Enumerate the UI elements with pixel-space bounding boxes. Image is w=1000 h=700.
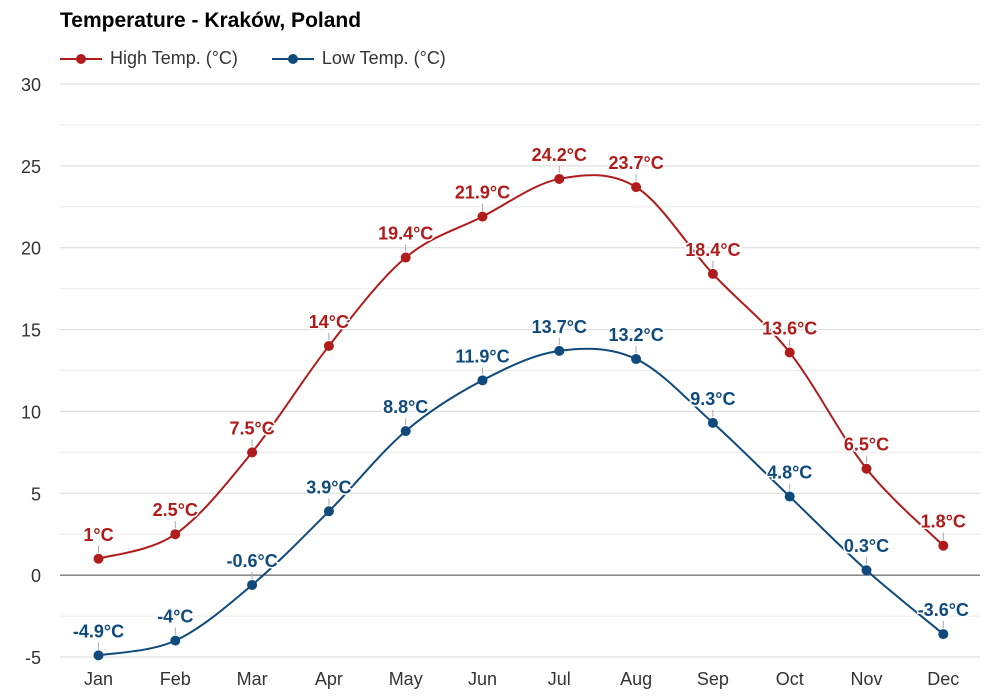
- data-label-high: 13.6°C: [762, 318, 817, 338]
- x-tick-label: Dec: [927, 669, 959, 689]
- data-point-low: [707, 417, 718, 428]
- x-tick-label: Nov: [850, 669, 882, 689]
- data-label-high: 24.2°C: [532, 145, 587, 165]
- x-tick-label: Jan: [84, 669, 113, 689]
- data-point-high: [554, 173, 565, 184]
- data-label-high: 1°C: [83, 525, 113, 545]
- data-point-high: [707, 268, 718, 279]
- data-label-high: 19.4°C: [378, 224, 433, 244]
- chart-legend: High Temp. (°C) Low Temp. (°C): [60, 48, 480, 69]
- data-point-low: [938, 629, 949, 640]
- data-label-high: 7.5°C: [229, 418, 274, 438]
- x-tick-label: Feb: [160, 669, 191, 689]
- y-tick-label: 15: [21, 321, 41, 341]
- x-tick-label: Apr: [315, 669, 343, 689]
- data-point-low: [170, 635, 181, 646]
- data-point-high: [247, 447, 258, 458]
- data-point-low: [400, 426, 411, 437]
- x-tick-label: Mar: [237, 669, 268, 689]
- data-point-low: [93, 650, 104, 661]
- data-point-high: [400, 252, 411, 263]
- data-label-high: 14°C: [309, 312, 349, 332]
- y-tick-label: 5: [31, 484, 41, 504]
- data-label-low: -4°C: [157, 607, 193, 627]
- x-tick-label: May: [389, 669, 423, 689]
- data-point-high: [323, 340, 334, 351]
- data-point-high: [477, 211, 488, 222]
- data-label-low: 11.9°C: [455, 346, 509, 366]
- y-tick-label: 25: [21, 157, 41, 177]
- legend-label-high: High Temp. (°C): [110, 48, 238, 68]
- data-label-low: 9.3°C: [690, 389, 735, 409]
- y-tick-label: 10: [21, 402, 41, 422]
- legend-swatch-high: [60, 53, 102, 64]
- legend-item-low[interactable]: Low Temp. (°C): [271, 48, 446, 69]
- series-line-high: [98, 174, 945, 560]
- data-label-low: 13.2°C: [608, 325, 663, 345]
- x-tick-label: Jun: [468, 669, 497, 689]
- data-point-low: [631, 354, 642, 365]
- y-tick-label: -5: [25, 648, 41, 668]
- x-tick-label: Aug: [620, 669, 652, 689]
- x-tick-label: Oct: [776, 669, 804, 689]
- legend-label-low: Low Temp. (°C): [321, 48, 446, 68]
- data-point-low: [861, 565, 872, 576]
- y-tick-label: 30: [21, 75, 41, 95]
- data-label-low: 3.9°C: [306, 477, 351, 497]
- chart-title: Temperature - Kraków, Poland: [60, 9, 362, 32]
- x-tick-label: Jul: [548, 669, 571, 689]
- data-label-low: -0.6°C: [226, 551, 277, 571]
- legend-item-high[interactable]: High Temp. (°C): [60, 48, 238, 69]
- data-label-high: 18.4°C: [685, 240, 740, 260]
- y-tick-label: 0: [31, 566, 41, 586]
- data-point-high: [170, 529, 181, 540]
- data-point-high: [631, 182, 642, 193]
- series-line-low: [98, 347, 944, 657]
- data-label-low: 0.3°C: [844, 536, 889, 556]
- data-label-low: -4.9°C: [73, 621, 124, 641]
- data-label-low: 8.8°C: [383, 397, 428, 417]
- legend-swatch-low: [271, 53, 314, 64]
- data-point-low: [247, 579, 258, 590]
- data-label-low: -3.6°C: [918, 600, 969, 620]
- data-label-high: 21.9°C: [455, 183, 510, 203]
- data-point-high: [861, 463, 872, 474]
- data-point-low: [323, 506, 334, 517]
- data-label-high: 1.8°C: [921, 512, 966, 532]
- data-label-low: 13.7°C: [532, 317, 587, 337]
- data-point-high: [93, 553, 104, 564]
- data-label-high: 2.5°C: [153, 500, 198, 520]
- data-point-low: [554, 345, 565, 356]
- data-point-high: [938, 540, 949, 551]
- data-point-low: [477, 375, 488, 386]
- data-label-high: 23.7°C: [608, 153, 663, 173]
- x-tick-label: Sep: [697, 669, 729, 689]
- y-tick-label: 20: [21, 239, 41, 259]
- data-label-high: 6.5°C: [844, 435, 889, 455]
- data-point-low: [784, 491, 795, 502]
- data-label-low: 4.8°C: [767, 463, 812, 483]
- data-point-high: [784, 347, 795, 358]
